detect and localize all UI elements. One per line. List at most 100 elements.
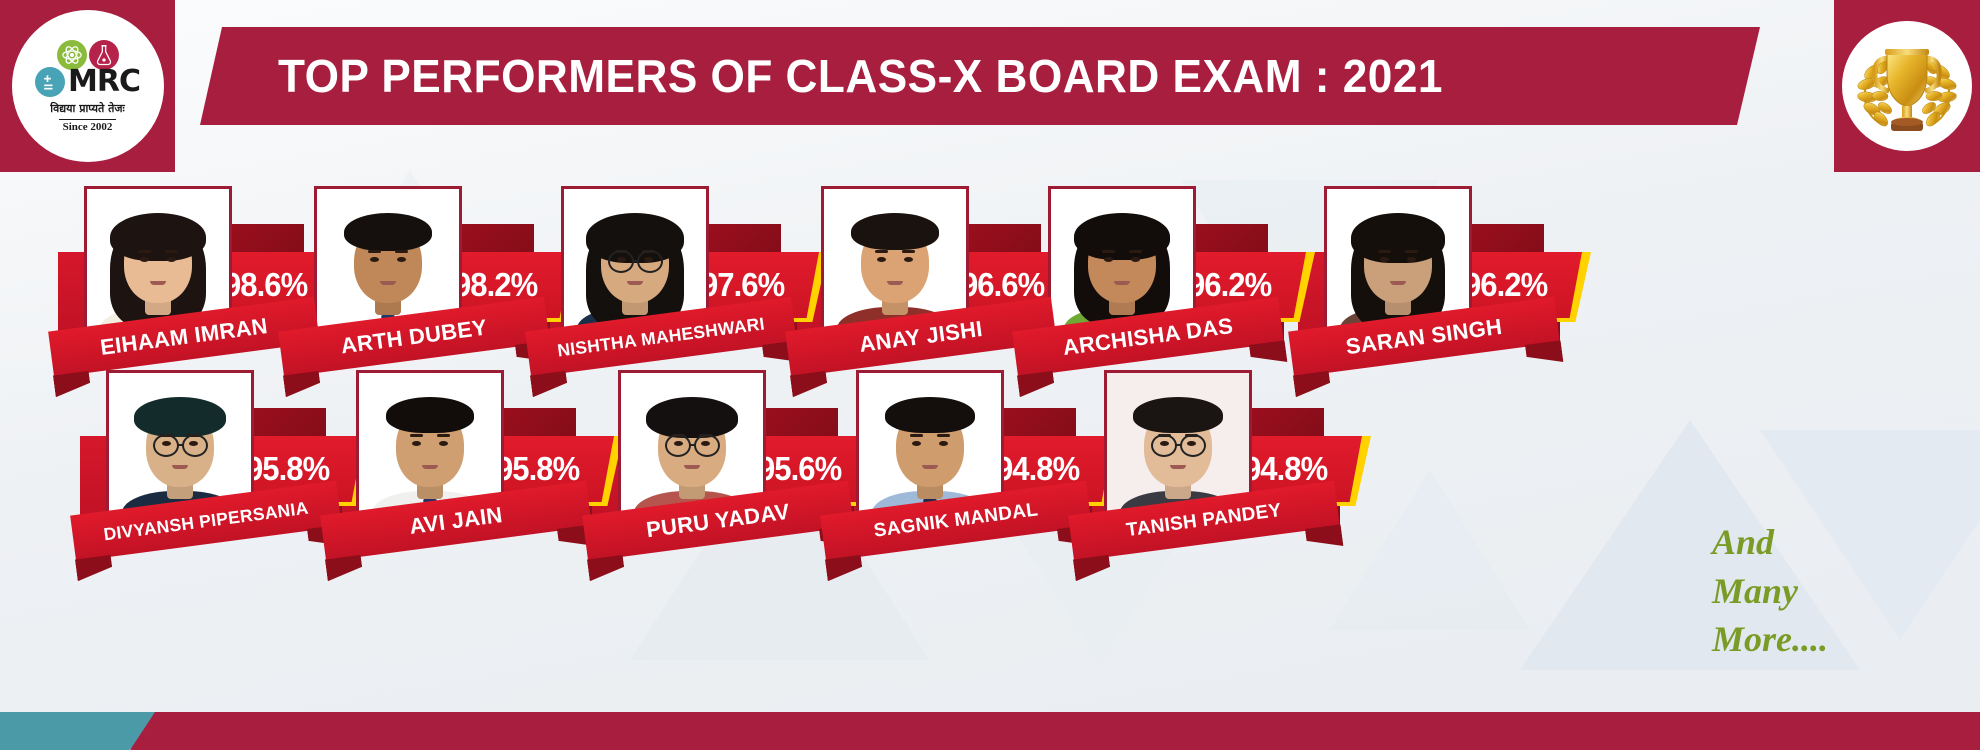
many-more-line-2: Many bbox=[1712, 570, 1799, 611]
trophy-circle bbox=[1842, 21, 1972, 151]
student-percent: 95.8% bbox=[496, 450, 580, 487]
portrait-mouth bbox=[172, 465, 188, 469]
portrait-brow-left bbox=[875, 250, 888, 253]
portrait-mouth bbox=[1114, 281, 1130, 285]
portrait-mouth bbox=[1170, 465, 1186, 469]
bg-triangle bbox=[1760, 430, 1980, 640]
portrait-mouth bbox=[1390, 281, 1406, 285]
portrait-brow-right bbox=[437, 434, 450, 437]
student-card: 95.8% DIVYANSH PIPERSANIA bbox=[70, 370, 380, 580]
bottom-bar bbox=[0, 712, 1980, 750]
portrait-eye-right bbox=[1131, 257, 1140, 262]
portrait-hair bbox=[646, 397, 738, 438]
glasses-bridge bbox=[178, 444, 183, 447]
portrait-brow-right bbox=[937, 434, 950, 437]
logo-wordmark: MRC bbox=[68, 63, 141, 99]
portrait-brow-left bbox=[1378, 250, 1391, 253]
student-photo bbox=[1107, 373, 1249, 519]
portrait-mouth bbox=[887, 281, 903, 285]
portrait-brow-left bbox=[1102, 250, 1115, 253]
portrait-mouth bbox=[684, 465, 700, 469]
portrait-hair bbox=[586, 213, 684, 263]
portrait-hair bbox=[110, 213, 206, 262]
portrait-brow-left bbox=[368, 250, 381, 253]
portrait-hair bbox=[386, 397, 474, 433]
glasses-bridge bbox=[690, 444, 695, 447]
student-percent: 98.6% bbox=[224, 266, 308, 303]
student-photo-frame bbox=[1104, 370, 1252, 522]
student-card: 95.6% PURU YADAV bbox=[582, 370, 892, 580]
portrait-eye-right bbox=[904, 257, 913, 262]
portrait-eye-right bbox=[939, 441, 948, 446]
portrait-brow-left bbox=[138, 250, 151, 253]
student-photo-frame bbox=[561, 186, 709, 338]
atom-icon bbox=[56, 39, 87, 70]
student-percent: 95.8% bbox=[246, 450, 330, 487]
portrait-eye-left bbox=[370, 257, 379, 262]
student-card: 94.8% SAGNIK MANDAL bbox=[820, 370, 1130, 580]
glasses-icon bbox=[153, 434, 179, 457]
portrait-brow-left bbox=[410, 434, 423, 437]
logo-symbol-row bbox=[56, 39, 119, 70]
glasses-icon bbox=[694, 434, 720, 457]
glasses-icon bbox=[182, 434, 208, 457]
trophy-block bbox=[1834, 0, 1980, 172]
student-name: AVI JAIN bbox=[407, 501, 505, 540]
student-percent: 98.2% bbox=[454, 266, 538, 303]
student-name: PURU YADAV bbox=[644, 498, 792, 543]
portrait-brow-left bbox=[910, 434, 923, 437]
glasses-icon bbox=[608, 250, 634, 273]
portrait-eye-left bbox=[140, 257, 149, 262]
portrait-mouth bbox=[150, 281, 166, 285]
trophy-icon bbox=[1857, 49, 1957, 131]
student-name: ANAY JISHI bbox=[857, 316, 985, 357]
glasses-icon bbox=[1180, 434, 1206, 457]
portrait-hair bbox=[885, 397, 975, 433]
portrait-eye-left bbox=[1104, 257, 1113, 262]
portrait-mouth bbox=[922, 465, 938, 469]
and-many-more-text: And Many More.... bbox=[1712, 518, 1828, 664]
student-percent: 95.6% bbox=[758, 450, 842, 487]
portrait-hair bbox=[344, 213, 432, 252]
logo-circle: MRC विद्यया प्राप्यते तेजः Since 2002 bbox=[11, 10, 164, 162]
portrait-mouth bbox=[422, 465, 438, 469]
student-percent: 96.2% bbox=[1464, 266, 1548, 303]
portrait-eye-left bbox=[412, 441, 421, 446]
portrait-mouth bbox=[627, 281, 643, 285]
portrait-brow-right bbox=[902, 250, 915, 253]
portrait-brow-right bbox=[395, 250, 408, 253]
student-card: 97.6% NISHTHA MAHESHWARI bbox=[525, 186, 835, 396]
portrait-eye-right bbox=[397, 257, 406, 262]
portrait-eye-right bbox=[167, 257, 176, 262]
student-percent: 94.8% bbox=[996, 450, 1080, 487]
portrait-hair bbox=[1133, 397, 1223, 433]
student-percent: 96.6% bbox=[961, 266, 1045, 303]
many-more-line-3: More.... bbox=[1712, 619, 1828, 660]
page-title: TOP PERFORMERS OF CLASS-X BOARD EXAM : 2… bbox=[278, 50, 1443, 102]
flask-icon bbox=[88, 39, 119, 70]
portrait-hair bbox=[1351, 213, 1445, 263]
logo-name-row: MRC bbox=[35, 63, 141, 99]
student-card: 94.8% TANISH PANDEY bbox=[1068, 370, 1378, 580]
student-photo-frame bbox=[1324, 186, 1472, 338]
portrait-brow-right bbox=[165, 250, 178, 253]
student-percent: 96.2% bbox=[1188, 266, 1272, 303]
logo-since: Since 2002 bbox=[58, 118, 117, 133]
portrait-eye-right bbox=[439, 441, 448, 446]
math-icon bbox=[35, 66, 65, 97]
portrait-hair bbox=[851, 213, 939, 251]
student-card: 95.8% AVI JAIN bbox=[320, 370, 630, 580]
portrait-eye-right bbox=[1407, 257, 1416, 262]
portrait-hair bbox=[134, 397, 226, 437]
student-name: TANISH PANDEY bbox=[1125, 499, 1283, 542]
portrait-hair bbox=[1074, 213, 1170, 261]
glasses-bridge bbox=[633, 260, 638, 263]
title-banner: TOP PERFORMERS OF CLASS-X BOARD EXAM : 2… bbox=[200, 27, 1760, 125]
student-percent: 97.6% bbox=[701, 266, 785, 303]
portrait-eye-left bbox=[1380, 257, 1389, 262]
student-photo bbox=[564, 189, 706, 335]
portrait-eye-left bbox=[912, 441, 921, 446]
portrait-brow-right bbox=[1129, 250, 1142, 253]
glasses-bridge bbox=[1176, 444, 1181, 447]
portrait-brow-right bbox=[1405, 250, 1418, 253]
